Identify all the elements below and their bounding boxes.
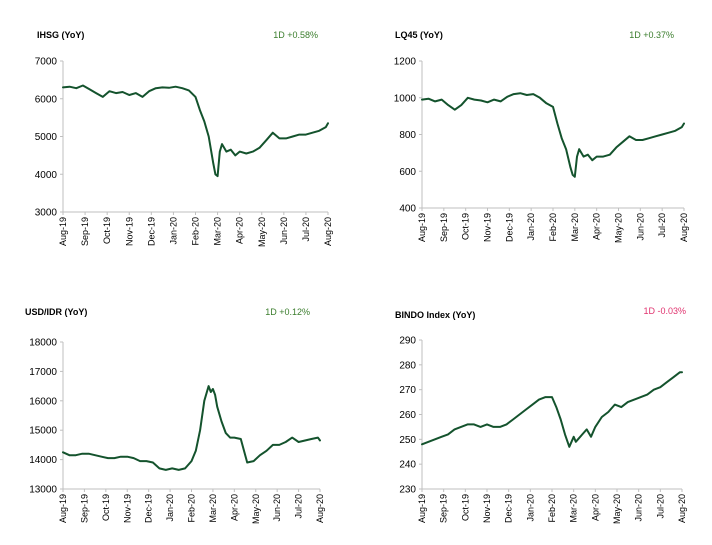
daily-change-label: 1D +0.37% (629, 30, 674, 40)
x-tick-label: Jan-20 (526, 213, 536, 241)
series-line (421, 371, 683, 448)
chart-usdidr: USD/IDR (YoY) 1D +0.12% 18000 17000 16000 150… (25, 307, 325, 524)
y-tick-label: 260 (399, 410, 416, 421)
y-tick-label: 17000 (29, 367, 57, 378)
x-tick-label: Aug-20 (679, 213, 689, 242)
x-tick-label: Jul-20 (301, 217, 311, 242)
x-tick-label: Nov-19 (483, 213, 493, 242)
x-tick-label: Aug-19 (417, 213, 427, 242)
x-tick-label: May-20 (257, 217, 267, 247)
x-tick-label: Dec-19 (504, 213, 514, 242)
chart-panel-lq45: LQ45 (YoY) 1D +0.37% 1200 1000 800 600 400 Aug-… (356, 0, 712, 272)
x-tick-label: Sep-19 (439, 494, 449, 523)
y-tick-label: 400 (399, 204, 416, 215)
x-tick-label: Aug-20 (677, 494, 687, 523)
x-tick-label: Jul-20 (657, 213, 667, 238)
x-tick-label: Dec-19 (146, 217, 156, 246)
x-tick-label: Jul-20 (294, 494, 304, 519)
y-tick-label: 4000 (35, 170, 58, 181)
x-tick-label: May-20 (614, 213, 624, 243)
chart-ihsg: IHSG (YoY) 1D +0.58%70006000500040003000A… (35, 30, 333, 247)
chart-title: IHSG (YoY) (37, 30, 84, 40)
chart-panel-bindo: BINDO Index (YoY) 1D -0.03% 290 280 270 260 25… (356, 272, 712, 545)
x-tick-label: May-20 (251, 494, 261, 524)
y-tick-label: 270 (399, 385, 416, 396)
x-tick-label: Nov-19 (124, 217, 134, 246)
x-tick-label: Mar-20 (213, 217, 223, 246)
x-tick-label: Sep-19 (439, 213, 449, 242)
y-tick-label: 600 (399, 167, 416, 178)
x-tick-label: May-20 (612, 494, 622, 524)
x-tick-label: Apr-20 (229, 494, 239, 521)
x-tick-label: Feb-20 (187, 494, 197, 523)
y-tick-label: 3000 (35, 208, 58, 219)
chart-title: BINDO Index (YoY) (395, 310, 475, 320)
x-tick-label: Jun-20 (279, 217, 289, 245)
y-tick-label: 1000 (394, 93, 417, 104)
y-tick-label: 1200 (394, 57, 417, 68)
daily-change-label: 1D -0.03% (643, 306, 686, 316)
x-tick-label: Dec-19 (504, 494, 514, 523)
x-tick-label: Mar-20 (208, 494, 218, 523)
x-tick-label: Apr-20 (235, 217, 245, 244)
x-tick-label: Aug-20 (323, 217, 333, 246)
x-tick-label: Apr-20 (592, 213, 602, 240)
y-tick-label: 800 (399, 130, 416, 141)
x-tick-label: Oct-19 (460, 494, 470, 521)
series-line (62, 385, 321, 471)
y-tick-label: 16000 (29, 396, 57, 407)
y-tick-label: 290 (399, 336, 416, 347)
x-tick-label: Jan-20 (168, 217, 178, 245)
x-tick-label: Sep-19 (79, 494, 89, 523)
x-tick-label: Jun-20 (635, 213, 645, 241)
x-tick-label: Nov-19 (482, 494, 492, 523)
series-line (421, 92, 685, 178)
x-tick-label: Nov-19 (122, 494, 132, 523)
daily-change-label: 1D +0.12% (265, 307, 310, 317)
y-tick-label: 230 (399, 485, 416, 496)
x-tick-label: Jan-20 (525, 494, 535, 522)
chart-title: USD/IDR (YoY) (25, 307, 87, 317)
y-tick-label: 14000 (29, 455, 57, 466)
daily-change-label: 1D +0.58% (273, 30, 318, 40)
x-tick-label: Oct-19 (461, 213, 471, 240)
x-tick-label: Aug-19 (58, 494, 68, 523)
x-tick-label: Dec-19 (144, 494, 154, 523)
y-tick-label: 15000 (29, 426, 57, 437)
y-tick-label: 240 (399, 460, 416, 471)
y-tick-label: 250 (399, 435, 416, 446)
y-tick-label: 280 (399, 360, 416, 371)
x-tick-label: Oct-19 (101, 494, 111, 521)
x-tick-label: Mar-20 (570, 213, 580, 242)
x-tick-label: Jan-20 (165, 494, 175, 522)
x-tick-label: Apr-20 (590, 494, 600, 521)
x-tick-label: Feb-20 (191, 217, 201, 246)
chart-bindo: BINDO Index (YoY) 1D -0.03% 290 280 270 260 25… (395, 306, 687, 524)
x-tick-label: Oct-19 (102, 217, 112, 244)
x-tick-label: Aug-19 (58, 217, 68, 246)
x-tick-label: Jun-20 (272, 494, 282, 522)
x-tick-label: Feb-20 (547, 494, 557, 523)
y-tick-label: 5000 (35, 132, 58, 143)
x-tick-label: Feb-20 (548, 213, 558, 242)
chart-lq45: LQ45 (YoY) 1D +0.37%12001000800600400Aug-… (394, 30, 689, 243)
chart-panel-usdidr: USD/IDR (YoY) 1D +0.12% 18000 17000 16000 150… (0, 272, 356, 545)
y-tick-label: 7000 (35, 57, 58, 68)
x-tick-label: Aug-19 (417, 494, 427, 523)
y-tick-label: 13000 (29, 485, 57, 496)
chart-panel-ihsg: IHSG (YoY) 1D +0.58% 7000 6000 5000 4000 3000 A… (0, 0, 356, 272)
x-tick-label: Sep-19 (80, 217, 90, 246)
x-tick-label: Mar-20 (569, 494, 579, 523)
y-tick-label: 18000 (29, 338, 57, 349)
series-line (62, 84, 329, 178)
x-tick-label: Jul-20 (655, 494, 665, 519)
x-tick-label: Jun-20 (634, 494, 644, 522)
x-tick-label: Aug-20 (315, 494, 325, 523)
chart-title: LQ45 (YoY) (395, 30, 443, 40)
y-tick-label: 6000 (35, 94, 58, 105)
